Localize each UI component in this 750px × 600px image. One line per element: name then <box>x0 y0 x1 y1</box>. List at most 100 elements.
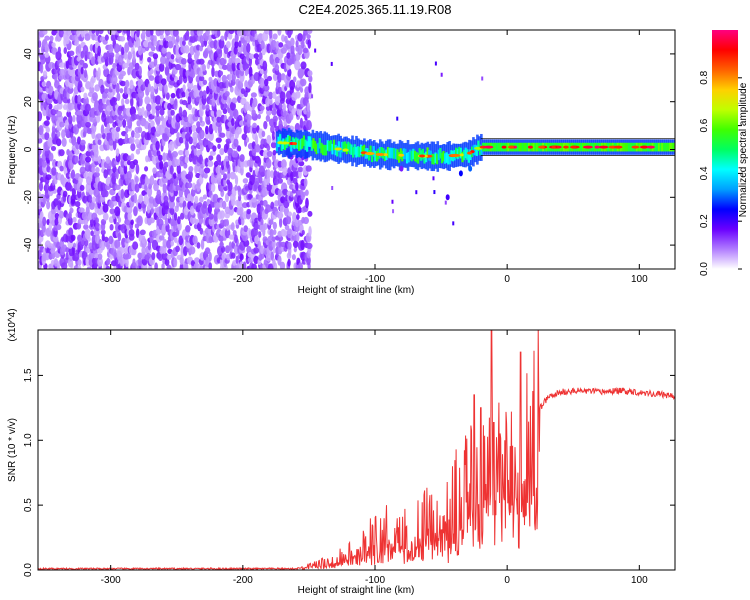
heatmap-cell <box>295 90 301 99</box>
heatmap-cell <box>240 97 247 106</box>
heatmap-cell <box>270 201 275 210</box>
heatmap-cell <box>109 208 116 215</box>
heatmap-cell <box>279 217 283 228</box>
heatmap-cell <box>82 44 89 56</box>
heatmap-cell <box>178 235 184 246</box>
heatmap-cell <box>277 189 282 197</box>
heatmap-cell <box>119 87 124 94</box>
heatmap-cell <box>137 126 143 134</box>
heatmap-cell <box>561 142 564 152</box>
heatmap-cell <box>271 236 276 242</box>
heatmap-cell <box>626 142 629 152</box>
heatmap-cell <box>321 144 325 156</box>
heatmap-cell <box>254 33 258 41</box>
heatmap-cell <box>100 84 105 95</box>
heatmap-cell <box>252 122 257 128</box>
x-tick-label: -200 <box>233 575 253 586</box>
heatmap-cell <box>95 217 99 224</box>
heatmap-cell <box>204 247 211 255</box>
heatmap-cell <box>222 107 228 115</box>
heatmap-cell <box>257 157 262 168</box>
heatmap-cell <box>246 42 251 54</box>
heatmap-cell <box>339 147 342 158</box>
heatmap-cell <box>621 142 624 152</box>
heatmap-cell <box>170 54 175 60</box>
heatmap-cell <box>407 151 410 163</box>
heatmap-cell <box>494 142 497 152</box>
heatmap-cell <box>194 257 200 264</box>
heatmap-cell <box>219 70 224 76</box>
heatmap-cell <box>176 164 182 175</box>
heatmap-cell <box>237 185 241 192</box>
heatmap-cell <box>178 201 184 208</box>
heatmap-cell <box>277 72 282 83</box>
heatmap-cell <box>153 56 158 67</box>
heatmap-cell <box>173 237 178 243</box>
heatmap-cell <box>210 183 216 193</box>
heatmap-cell <box>282 188 289 196</box>
heatmap-cell <box>328 140 331 152</box>
heatmap-cell <box>262 60 268 72</box>
heatmap-cell <box>594 145 600 149</box>
heatmap-cell <box>112 213 116 220</box>
heatmap-cell <box>654 142 658 152</box>
heatmap-cell <box>193 146 197 156</box>
heatmap-cell <box>236 198 243 210</box>
heatmap-cell <box>280 159 287 170</box>
heatmap-cell <box>164 65 170 76</box>
heatmap-cell <box>292 142 297 146</box>
heatmap-cell <box>192 131 198 140</box>
heatmap-cell <box>158 235 165 241</box>
heatmap-cell <box>285 215 292 225</box>
heatmap-cell <box>234 40 239 49</box>
x-tick-label: -300 <box>101 575 121 586</box>
heatmap-cell <box>263 176 267 188</box>
heatmap-cell <box>164 258 170 267</box>
heatmap-cell <box>175 34 180 43</box>
heatmap-cell <box>251 109 256 117</box>
heatmap-cell <box>285 40 292 50</box>
heatmap-cell <box>215 120 222 127</box>
heatmap-cell <box>173 223 178 232</box>
x-tick-label: -100 <box>365 274 385 285</box>
heatmap-cell <box>159 108 165 116</box>
heatmap-cell <box>164 30 171 36</box>
heatmap-cell <box>116 92 121 102</box>
heatmap-cell <box>607 142 610 152</box>
heatmap-cell <box>480 145 483 156</box>
heatmap-cell <box>458 170 463 177</box>
heatmap-cell <box>412 148 415 160</box>
heatmap-x-label: Height of straight line (km) <box>298 285 415 296</box>
heatmap-cell <box>85 156 92 163</box>
heatmap-cell <box>153 179 158 186</box>
heatmap-cell <box>52 159 57 168</box>
heatmap-cell <box>230 222 235 232</box>
heatmap-cell <box>305 165 312 172</box>
heatmap-cell <box>254 177 260 185</box>
heatmap-cell <box>413 150 417 162</box>
heatmap-cell <box>396 116 399 121</box>
heatmap-cell <box>361 146 364 157</box>
heatmap-cell <box>191 124 197 133</box>
heatmap-cell <box>219 241 224 248</box>
heatmap-cell <box>478 144 482 156</box>
heatmap-cell <box>38 137 43 144</box>
heatmap-cell <box>85 80 92 90</box>
heatmap-cell <box>144 95 151 105</box>
heatmap-cell <box>289 30 293 35</box>
heatmap-cell <box>222 173 228 181</box>
heatmap-cell <box>260 245 264 255</box>
heatmap-cell <box>49 35 54 42</box>
heatmap-cell <box>508 145 515 149</box>
x-tick-label: 100 <box>631 575 648 586</box>
heatmap-cell <box>399 165 404 172</box>
heatmap-cell <box>304 139 307 151</box>
heatmap-cell <box>455 147 458 159</box>
heatmap-cell <box>239 154 245 162</box>
heatmap-cell <box>102 39 108 45</box>
heatmap-cell <box>279 134 282 145</box>
heatmap-cell <box>312 138 315 149</box>
heatmap-cell <box>227 181 233 192</box>
heatmap-cell <box>286 52 291 59</box>
